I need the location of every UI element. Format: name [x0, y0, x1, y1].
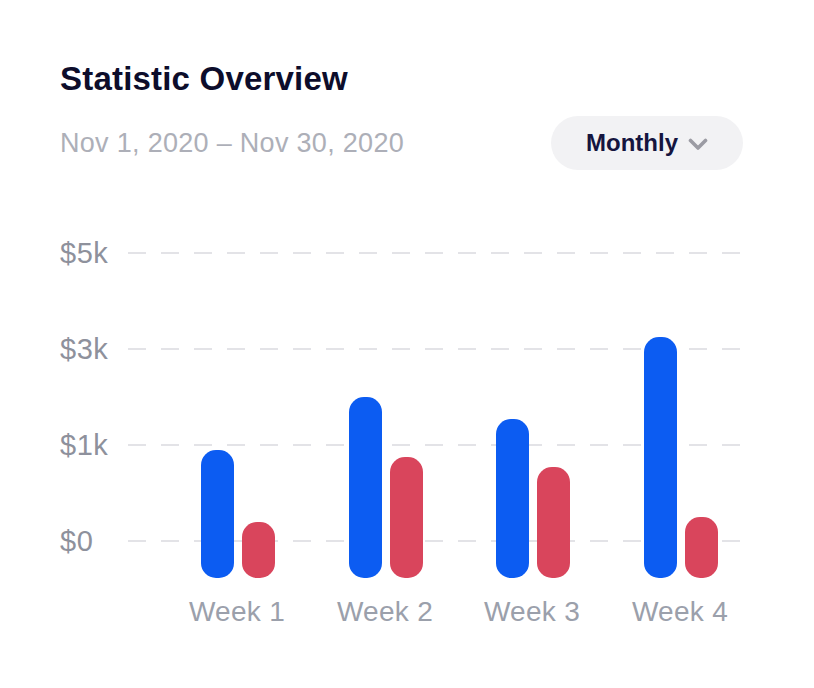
x-axis-tick-label: Week 3	[462, 596, 602, 628]
x-axis-tick-label: Week 1	[167, 596, 307, 628]
y-axis-tick-label: $1k	[60, 428, 108, 462]
red-bar-week-1[interactable]	[242, 522, 275, 578]
y-axis-tick-label: $3k	[60, 332, 108, 366]
x-axis-tick-label: Week 2	[315, 596, 455, 628]
red-bar-week-4[interactable]	[685, 517, 718, 578]
bar-chart: $5k $3k $1k $0 Week 1Week 2Week 3Week 4	[0, 0, 814, 688]
gridline	[128, 252, 746, 254]
statistic-overview-card: Statistic Overview Nov 1, 2020 – Nov 30,…	[0, 0, 814, 688]
blue-bar-week-4[interactable]	[644, 337, 677, 578]
blue-bar-week-3[interactable]	[496, 419, 529, 578]
red-bar-week-3[interactable]	[537, 467, 570, 578]
y-axis-tick-label: $5k	[60, 236, 108, 270]
blue-bar-week-2[interactable]	[349, 397, 382, 578]
red-bar-week-2[interactable]	[390, 457, 423, 578]
blue-bar-week-1[interactable]	[201, 450, 234, 578]
x-axis-tick-label: Week 4	[610, 596, 750, 628]
y-axis-tick-label: $0	[60, 524, 93, 558]
